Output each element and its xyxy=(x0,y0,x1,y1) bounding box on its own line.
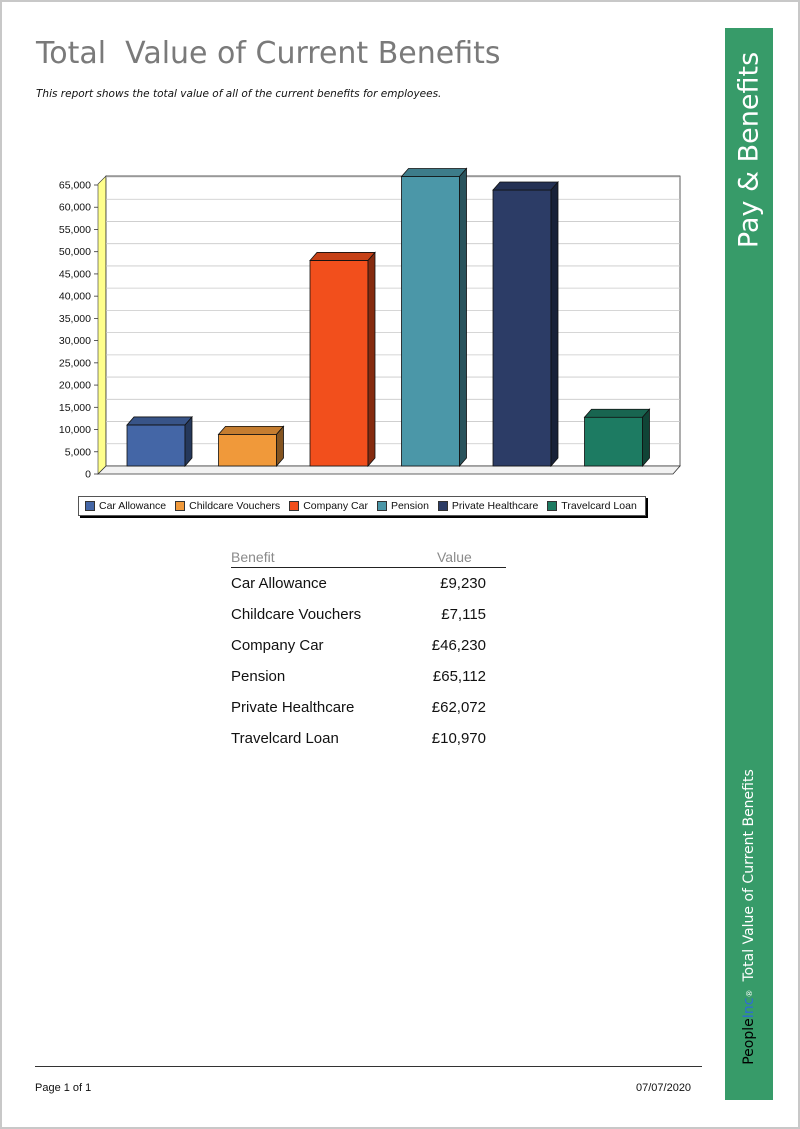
brand-inc: Inc xyxy=(741,997,757,1019)
legend-label: Car Allowance xyxy=(99,500,167,512)
table-header: Benefit Value xyxy=(231,549,506,568)
table-row: Travelcard Loan £10,970 xyxy=(231,723,506,754)
table-row: Car Allowance £9,230 xyxy=(231,568,506,599)
bar-side xyxy=(367,251,376,468)
y-tick-label: 30,000 xyxy=(59,335,91,347)
bar xyxy=(401,176,460,467)
y-tick-label: 25,000 xyxy=(59,357,91,369)
bar xyxy=(218,433,277,467)
y-tick-label: 55,000 xyxy=(59,224,91,236)
sidebar-report-name: Total Value of Current Benefits xyxy=(741,769,757,982)
benefits-bar-chart: 0 5,000 10,000 15,000 20,000 25,000 30,000 35,0… xyxy=(30,165,700,525)
brand-footer: People Inc ® Total Value of Current Benefi… xyxy=(741,769,757,1065)
legend-swatch xyxy=(547,501,558,511)
page-number: Page 1 of 1 xyxy=(35,1082,92,1094)
y-tick-label: 0 xyxy=(85,469,91,481)
bar xyxy=(492,189,552,467)
bar-top xyxy=(400,168,468,177)
cell-benefit: Pension xyxy=(231,668,286,685)
y-tick-label: 15,000 xyxy=(59,402,91,414)
legend-swatch xyxy=(175,501,186,511)
cell-benefit: Company Car xyxy=(231,637,324,654)
table-row: Company Car £46,230 xyxy=(231,630,506,661)
y-tick-label: 45,000 xyxy=(59,268,91,280)
chart-svg: 0 5,000 10,000 15,000 20,000 25,000 30,000 35,0… xyxy=(59,167,681,481)
y-tick-label: 50,000 xyxy=(59,246,91,258)
brand-people: People xyxy=(741,1018,757,1065)
legend-item: Childcare Vouchers xyxy=(175,500,280,512)
report-date: 07/07/2020 xyxy=(636,1082,692,1094)
bar-top xyxy=(492,181,559,191)
y-tick-label: 20,000 xyxy=(59,380,91,392)
y-tick-label: 10,000 xyxy=(59,424,91,436)
y-tick-label: 5,000 xyxy=(65,446,91,458)
cell-value: £9,230 xyxy=(440,575,486,592)
bar-side xyxy=(550,180,559,468)
cell-value: £65,112 xyxy=(432,668,486,685)
side-band xyxy=(725,28,773,1100)
legend-swatch xyxy=(437,501,448,511)
cell-benefit: Childcare Vouchers xyxy=(231,606,362,623)
cell-benefit: Private Healthcare xyxy=(231,699,355,716)
cell-value: £46,230 xyxy=(431,637,486,654)
report-subtitle: This report shows the total value of all… xyxy=(36,88,442,100)
footer-divider xyxy=(35,1066,702,1067)
y-tick-label: 35,000 xyxy=(59,313,91,325)
header-benefit: Benefit xyxy=(231,549,275,565)
legend-item: Travelcard Loan xyxy=(547,500,637,512)
legend-item: Pension xyxy=(376,500,429,512)
bar-side xyxy=(642,408,650,468)
legend-label: Company Car xyxy=(303,500,368,512)
legend-label: Travelcard Loan xyxy=(561,500,637,512)
section-title: Pay & Benefits xyxy=(733,51,765,249)
legend-label: Private Healthcare xyxy=(451,500,539,512)
header-value: Value xyxy=(437,549,472,565)
chart-legend: Car Allowance Childcare Vouchers Company C… xyxy=(78,496,646,516)
bar-side xyxy=(459,167,467,468)
y-tick-label: 60,000 xyxy=(59,202,91,214)
legend-item: Private Healthcare xyxy=(437,500,539,512)
benefit-table: Benefit Value Car Allowance £9,230 Child… xyxy=(231,549,506,754)
bar-side xyxy=(276,425,284,468)
bar xyxy=(126,424,186,467)
y-tick-label: 40,000 xyxy=(59,291,91,303)
y-tick-label: 65,000 xyxy=(59,180,91,192)
legend-label: Childcare Vouchers xyxy=(189,500,281,512)
bar xyxy=(309,260,369,467)
legend-swatch xyxy=(289,501,300,511)
table-row: Private Healthcare £62,072 xyxy=(231,692,506,723)
cell-value: £7,115 xyxy=(441,606,486,623)
cell-value: £62,072 xyxy=(431,699,486,716)
legend-label: Pension xyxy=(390,500,429,512)
chart-floor xyxy=(97,465,681,475)
legend-swatch xyxy=(85,501,95,511)
bar-top xyxy=(309,252,376,261)
chart-left-wall xyxy=(97,175,107,475)
legend-item: Car Allowance xyxy=(85,500,166,512)
brand-registered-mark: ® xyxy=(744,989,754,998)
bar xyxy=(584,416,643,467)
legend-swatch xyxy=(376,501,387,511)
bar-top xyxy=(583,408,651,418)
bar-top xyxy=(126,416,193,426)
cell-benefit: Car Allowance xyxy=(231,575,327,592)
report-title: Total Value of Current Benefits xyxy=(36,36,501,71)
bar-top xyxy=(217,425,285,435)
table-row: Pension £65,112 xyxy=(231,661,506,692)
table-row: Childcare Vouchers £7,115 xyxy=(231,599,506,630)
cell-value: £10,970 xyxy=(431,730,486,747)
bar-side xyxy=(184,415,193,468)
cell-benefit: Travelcard Loan xyxy=(231,730,339,747)
legend-item: Company Car xyxy=(289,500,368,512)
